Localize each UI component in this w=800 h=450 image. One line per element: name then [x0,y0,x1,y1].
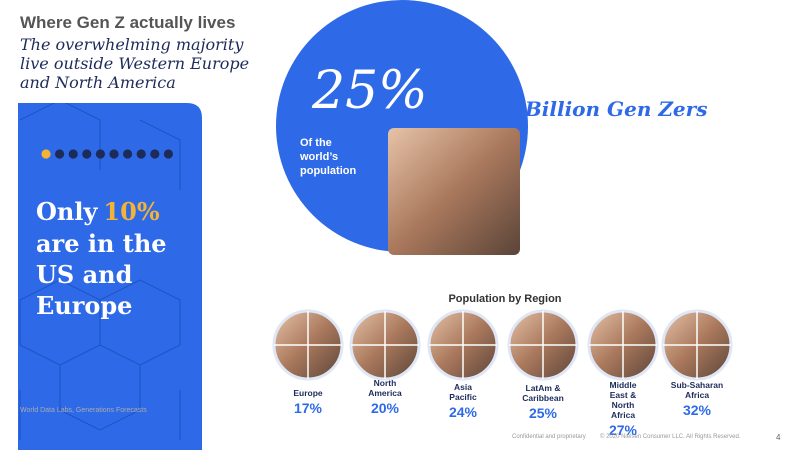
dot [82,149,92,159]
region-name: Asia Pacific [449,382,477,402]
dot-row [41,149,173,159]
hero-headline: 2 Billion Gen Zers [503,97,707,121]
pattern [19,103,181,440]
region-name: North America [368,378,402,398]
region-value: 24% [449,404,478,420]
dot [68,149,78,159]
regions: Europe 17% North America 20% Asia Pacific 24% La… [272,309,733,438]
dot [95,149,105,159]
region-value: 20% [371,400,400,416]
region-name: Middle East & North Africa [610,380,637,420]
confidential: Confidential and proprietary [512,434,586,440]
panel-highlight: 10% [103,197,159,226]
page-number: 4 [776,433,781,442]
group-photo [388,128,520,255]
region-name: LatAm & Caribbean [522,383,564,403]
dot [41,149,51,159]
dot [136,149,146,159]
dot [150,149,160,159]
hero-caption: Of the world’s population [299,137,356,177]
regions-title: Population by Region [448,293,561,305]
dot [55,149,65,159]
hero-percent: 25% [311,61,428,121]
subtitle: The overwhelming majority live outside We… [20,35,249,92]
region-value: 27% [609,422,638,438]
panel-lead: Only [36,197,98,226]
dot [163,149,173,159]
panel-rest: are in the US and Europe [36,229,167,320]
copyright: © 2020 Nielsen Consumer LLC. All Rights … [600,433,741,440]
region-value: 25% [529,405,558,421]
dot [123,149,133,159]
panel-text: Only 10% [36,197,160,226]
region-name: Sub-Saharan Africa [671,380,723,400]
dot [109,149,119,159]
title: Where Gen Z actually lives [20,13,235,32]
region-value: 32% [683,402,712,418]
source: World Data Labs, Generations Forecasts [20,407,147,414]
region-name: Europe [293,388,323,398]
region-value: 17% [294,400,323,416]
